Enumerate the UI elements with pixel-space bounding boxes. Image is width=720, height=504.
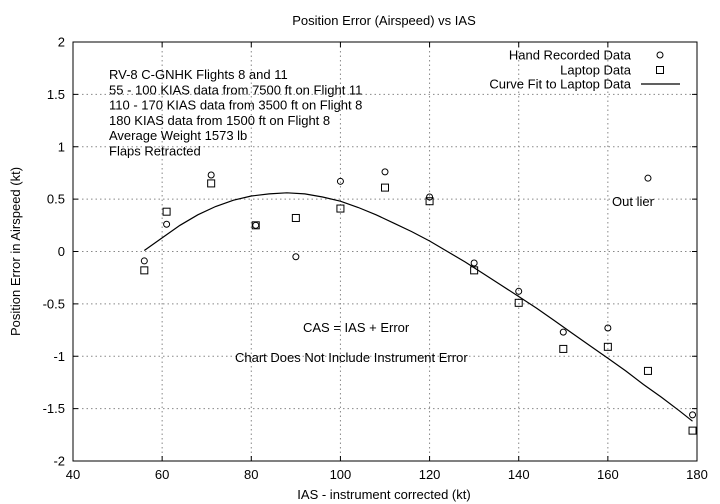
x-tick-label: 120: [419, 467, 441, 482]
legend-label: Curve Fit to Laptop Data: [489, 77, 631, 92]
x-axis-label: IAS - instrument corrected (kt): [297, 487, 470, 502]
info-line: 180 KIAS data from 1500 ft on Flight 8: [109, 113, 330, 128]
series-layer: [140, 168, 697, 435]
y-tick-label: -1: [53, 349, 65, 364]
x-tick-label: 180: [686, 467, 708, 482]
info-line: 110 - 170 KIAS data from 3500 ft on Flig…: [109, 98, 362, 113]
hand-recorded-point: [252, 221, 260, 229]
y-tick-label: 0.5: [47, 192, 65, 207]
laptop-point: [291, 213, 300, 222]
y-axis-label: Position Error in Airspeed (kt): [8, 167, 23, 336]
legend-circle-marker: [656, 51, 664, 59]
y-tick-label: -1.5: [43, 401, 65, 416]
instrument-error-note: Chart Does Not Include Instrument Error: [235, 350, 468, 365]
x-tick-label: 100: [330, 467, 352, 482]
formula-annotation: CAS = IAS + Error: [303, 320, 410, 335]
grid-layer: [73, 42, 697, 461]
y-tick-label: 1.5: [47, 87, 65, 102]
laptop-point: [207, 179, 216, 188]
curve-fit-line: [143, 192, 693, 422]
laptop-point: [162, 207, 171, 216]
hand-recorded-point: [604, 324, 612, 332]
x-tick-label: 80: [244, 467, 258, 482]
hand-recorded-point: [292, 253, 300, 261]
hand-recorded-point: [381, 168, 389, 176]
hand-recorded-point: [207, 171, 215, 179]
info-line: 55 - 100 KIAS data from 7500 ft on Fligh…: [109, 82, 362, 97]
legend-square-marker: [656, 66, 664, 74]
info-line: RV-8 C-GNHK Flights 8 and 11: [109, 67, 288, 82]
ticks-layer: 40 60 80 100 120 140 160 180 -2 -1.5 -1 -0.5 0 0.5 1 1.…: [43, 35, 708, 483]
laptop-point: [336, 204, 345, 213]
laptop-point: [514, 298, 523, 307]
hand-recorded-point: [163, 220, 171, 228]
x-tick-label: 40: [66, 467, 80, 482]
legend-label: Laptop Data: [560, 63, 632, 78]
laptop-point: [559, 344, 568, 353]
y-tick-label: 2: [58, 35, 65, 50]
x-tick-label: 60: [155, 467, 169, 482]
laptop-point: [603, 342, 612, 351]
laptop-point: [381, 183, 389, 192]
y-tick-label: 1: [58, 139, 65, 154]
hand-recorded-point: [515, 287, 523, 295]
info-line: Average Weight 1573 lb: [109, 128, 247, 143]
laptop-point: [643, 366, 652, 375]
hand-recorded-point: [470, 259, 478, 267]
laptop-point: [688, 426, 697, 435]
y-tick-label: 0: [58, 244, 65, 259]
chart-title: Position Error (Airspeed) vs IAS: [292, 13, 476, 28]
hand-recorded-point: [336, 177, 344, 185]
legend-label: Hand Recorded Data: [509, 48, 632, 63]
x-tick-label: 160: [597, 467, 619, 482]
hand-recorded-point: [644, 174, 652, 182]
y-tick-label: -0.5: [43, 296, 65, 311]
hand-recorded-point: [559, 328, 567, 336]
laptop-point: [425, 197, 434, 206]
laptop-point: [140, 266, 149, 275]
outlier-annotation: Out lier: [612, 194, 655, 209]
laptop-point: [251, 221, 260, 230]
series-circle: [140, 168, 697, 419]
y-tick-label: -2: [53, 454, 65, 469]
series-square: [140, 179, 697, 435]
hand-recorded-point: [426, 193, 434, 201]
x-tick-label: 140: [508, 467, 530, 482]
info-line: Flaps Retracted: [109, 144, 201, 159]
hand-recorded-point: [689, 411, 697, 419]
hand-recorded-point: [140, 257, 148, 265]
series-line: [143, 192, 693, 422]
